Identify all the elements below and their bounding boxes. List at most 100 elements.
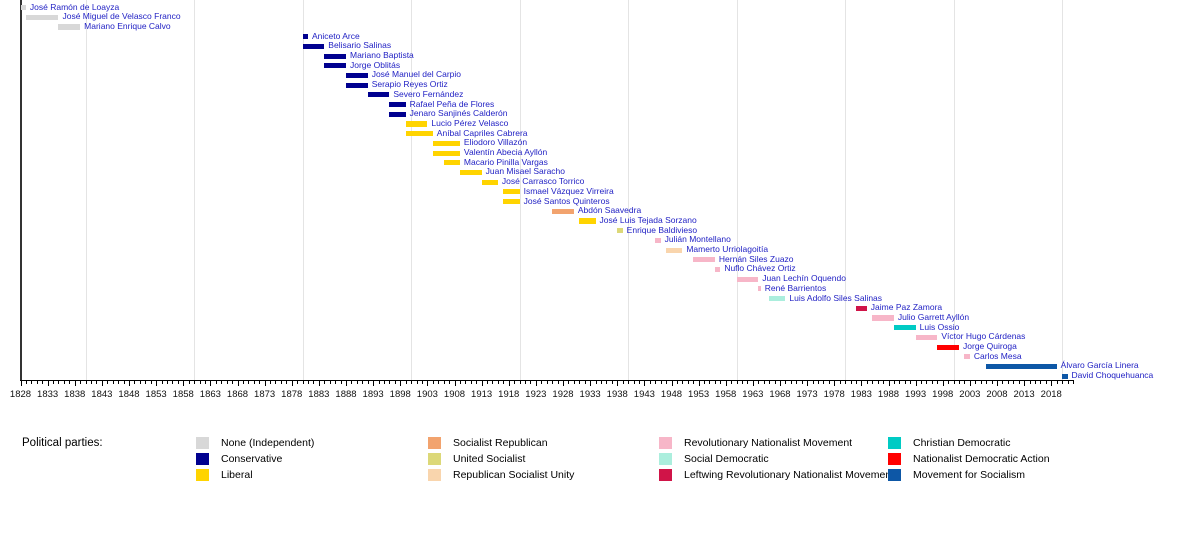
person-name[interactable]: Aníbal Capriles Cabrera (436, 127, 528, 138)
minor-tick (1067, 381, 1069, 384)
person-name[interactable]: Enrique Baldivieso (626, 224, 698, 235)
minor-tick (199, 381, 201, 384)
tick-label: 1998 (932, 389, 954, 400)
gridline-1980 (845, 0, 847, 380)
person-name[interactable]: Hernán Siles Zuazo (718, 253, 794, 264)
person-name[interactable]: Valentín Abecia Ayllón (463, 147, 548, 157)
major-tick (834, 381, 836, 386)
minor-tick (600, 381, 602, 384)
term-bar (964, 354, 970, 360)
person-name[interactable]: Nuflo Chávez Ortiz (724, 263, 796, 274)
person-name[interactable]: Víctor Hugo Cárdenas (941, 331, 1026, 342)
term-bar (714, 266, 721, 273)
tick-label: 1843 (91, 389, 113, 400)
person-name[interactable]: Lucio Pérez Velasco (431, 117, 509, 128)
minor-tick (649, 381, 651, 384)
person-name[interactable]: José Santos Quinteros (523, 195, 610, 206)
minor-tick (161, 381, 163, 384)
minor-tick (660, 381, 662, 384)
gridline-1960 (736, 0, 738, 380)
person-name[interactable]: Severo Fernández (393, 88, 464, 99)
person-name[interactable]: Eliodoro Villazón (463, 137, 528, 148)
minor-tick (899, 381, 901, 384)
person-name[interactable]: Luis Adolfo Siles Salinas (789, 292, 883, 303)
person-name[interactable]: Jaime Paz Zamora (870, 302, 943, 313)
person-name[interactable]: Jenaro Sanjinés Calderón (409, 108, 508, 119)
legend-label-mas: Movement for Socialism (913, 468, 1026, 481)
minor-tick (497, 381, 499, 384)
major-tick (969, 381, 971, 386)
minor-tick (438, 381, 440, 384)
term-bar (432, 140, 460, 146)
person-name[interactable]: José Ramón de Loayza (29, 1, 120, 12)
term-bar (986, 363, 1057, 370)
person-name[interactable]: Luis Ossio (919, 321, 960, 332)
minor-tick (573, 381, 575, 384)
minor-tick (351, 381, 353, 384)
person-name[interactable]: Mariano Baptista (350, 50, 414, 60)
person-name[interactable]: Ismael Vázquez Virreira (523, 185, 614, 196)
term-bar (302, 43, 325, 49)
minor-tick (991, 381, 993, 384)
major-tick (888, 381, 890, 386)
term-bar (617, 228, 623, 234)
minor-tick (226, 381, 228, 384)
minor-tick (96, 381, 98, 384)
tick-label: 1883 (308, 389, 330, 400)
minor-tick (25, 381, 27, 384)
tick-label: 1888 (335, 389, 357, 400)
major-tick (590, 381, 592, 386)
person-name[interactable]: José Miguel de Velasco Franco (62, 11, 181, 22)
term-bar (552, 208, 574, 214)
minor-tick (335, 381, 337, 384)
person-name[interactable]: Abdón Saavedra (577, 205, 642, 216)
gridline-1920 (519, 0, 521, 380)
minor-tick (421, 381, 423, 384)
term-bar (346, 82, 368, 88)
person-name[interactable]: José Carrasco Torrico (501, 176, 585, 187)
person-name[interactable]: Álvaro García Linera (1060, 360, 1139, 371)
person-name[interactable]: Mariano Enrique Calvo (84, 20, 171, 31)
term-bar (693, 257, 715, 263)
minor-tick (704, 381, 706, 384)
person-name[interactable]: Juan Lechín Oquendo (762, 273, 846, 284)
person-name[interactable]: Mamerto Urriolagoitía (686, 244, 769, 254)
person-name[interactable]: Julio Garrett Ayllón (897, 311, 970, 322)
major-tick (671, 381, 673, 386)
person-name[interactable]: Macario Pinilla Vargas (463, 156, 548, 167)
minor-tick (221, 381, 223, 384)
legend-swatch-socialist_republican (428, 437, 441, 449)
gridline-1880 (302, 0, 304, 380)
person-name[interactable]: Julián Montellano (664, 234, 731, 245)
person-name[interactable]: René Barrientos (764, 282, 827, 293)
minor-tick (91, 381, 93, 384)
minor-tick (394, 381, 396, 384)
term-bar (367, 92, 390, 98)
legend-label-conservative: Conservative (221, 452, 283, 465)
minor-tick (280, 381, 282, 384)
minor-tick (606, 381, 608, 384)
tick-label: 1903 (416, 389, 438, 400)
person-name[interactable]: Rafael Peña de Flores (409, 98, 495, 109)
minor-tick (682, 381, 684, 384)
person-name[interactable]: Jorge Oblitás (350, 59, 401, 70)
person-name[interactable]: Juan Misael Saracho (485, 166, 566, 177)
person-name[interactable]: David Choquehuanca (1071, 370, 1154, 381)
tick-label: 1878 (281, 389, 303, 400)
person-name[interactable]: Jorge Quiroga (963, 341, 1017, 351)
person-name[interactable]: José Luis Tejada Sorzano (599, 214, 697, 225)
legend-label-none: None (Independent) (221, 437, 315, 449)
minor-tick (378, 381, 380, 384)
person-name[interactable]: José Manuel del Carpio (371, 69, 461, 80)
minor-tick (356, 381, 358, 384)
term-bar (58, 24, 81, 30)
person-name[interactable]: Aniceto Arce (312, 30, 360, 41)
major-tick (915, 381, 917, 386)
x-axis-line (19, 380, 1074, 381)
person-name[interactable]: Serapio Reyes Ortiz (371, 79, 448, 90)
major-tick (156, 381, 158, 386)
person-name[interactable]: Carlos Mesa (973, 350, 1022, 361)
term-bar (346, 72, 368, 79)
minor-tick (866, 381, 868, 384)
person-name[interactable]: Belisario Salinas (328, 40, 392, 51)
